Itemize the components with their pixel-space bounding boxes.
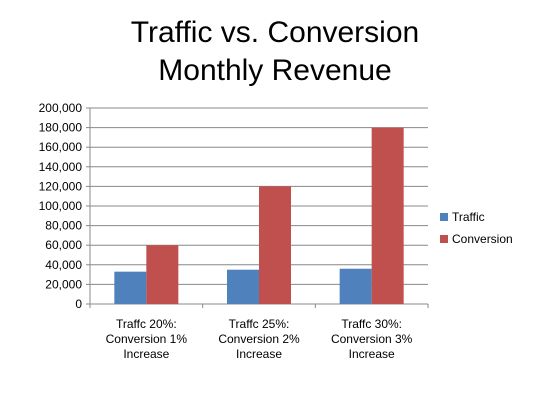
x-category-label: Increase xyxy=(123,347,169,361)
x-category-label: Traffc 30%: xyxy=(341,317,402,331)
x-category-label: Traffc 20%: xyxy=(116,317,177,331)
bar-conversion xyxy=(259,186,291,304)
chart-title-line-1: Traffic vs. Conversion xyxy=(130,16,420,49)
y-tick-label: 60,000 xyxy=(45,238,82,252)
y-tick-label: 160,000 xyxy=(39,140,83,154)
bar-traffic xyxy=(339,268,372,304)
legend-swatch-conversion xyxy=(440,235,448,243)
x-category-label: Traffc 25%: xyxy=(229,317,290,331)
bar-traffic xyxy=(114,271,147,304)
y-tick-label: 40,000 xyxy=(45,258,82,272)
y-tick-label: 180,000 xyxy=(39,121,83,135)
bar-traffic xyxy=(227,269,259,304)
legend-label-traffic: Traffic xyxy=(452,210,485,224)
y-tick-label: 0 xyxy=(75,297,82,311)
legend-swatch-traffic xyxy=(440,213,448,221)
bar-conversion xyxy=(146,245,179,304)
bar-conversion xyxy=(371,127,404,304)
chart-title-line-2: Monthly Revenue xyxy=(158,54,392,87)
chart-title: Traffic vs. Conversion Monthly Revenue xyxy=(0,14,550,90)
x-category-label: Conversion 1% xyxy=(106,332,188,346)
x-category-label: Conversion 3% xyxy=(331,332,413,346)
y-tick-label: 100,000 xyxy=(39,199,83,213)
y-tick-label: 140,000 xyxy=(39,160,83,174)
y-tick-label: 120,000 xyxy=(39,179,83,193)
legend-label-conversion: Conversion xyxy=(452,232,513,246)
x-category-label: Increase xyxy=(236,347,282,361)
y-tick-label: 20,000 xyxy=(45,277,82,291)
x-category-label: Conversion 2% xyxy=(218,332,300,346)
y-tick-label: 80,000 xyxy=(45,219,82,233)
x-category-label: Increase xyxy=(349,347,395,361)
y-tick-label: 200,000 xyxy=(39,101,83,115)
